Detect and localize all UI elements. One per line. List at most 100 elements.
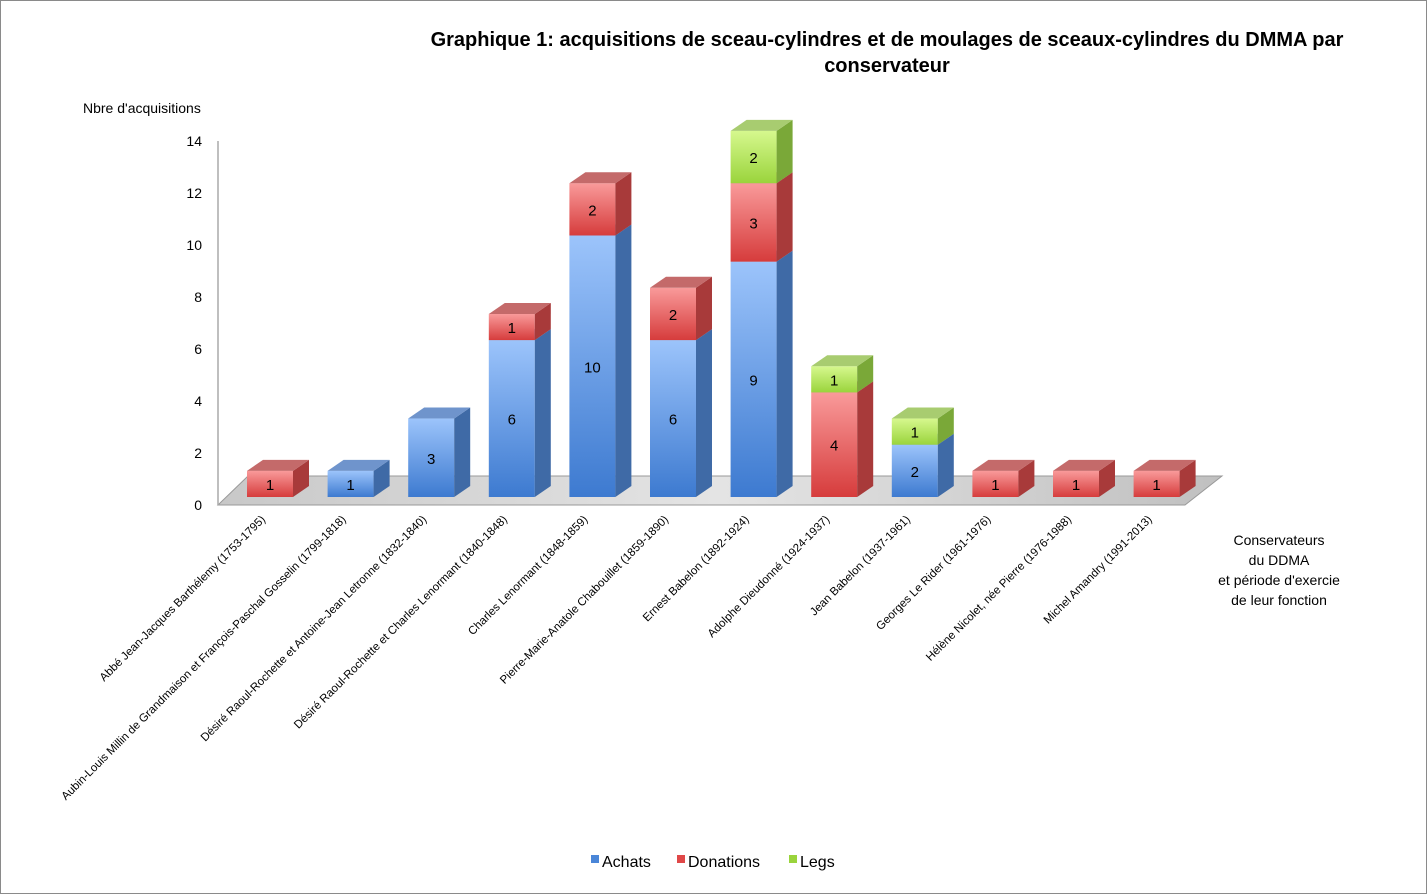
data-label: 1 <box>991 477 999 494</box>
bar-front <box>1133 470 1180 497</box>
bar-segment-legs: 1 <box>811 355 874 393</box>
legend-item-donations: Donations <box>677 854 760 871</box>
data-label: 9 <box>749 372 757 389</box>
bar-stack: 41 <box>811 355 874 497</box>
legend-item-achats: Achats <box>591 854 651 871</box>
bar-segment-donations: 1 <box>1053 459 1115 497</box>
bar-top <box>1133 459 1196 471</box>
bar-front <box>247 470 293 497</box>
data-label: 1 <box>830 372 838 389</box>
bar-side <box>696 329 712 497</box>
bar-front <box>327 470 374 497</box>
bar-top <box>408 407 471 419</box>
x-tick-label: Abbé Jean-Jacques Barthélemy (1753-1795) <box>98 514 268 684</box>
bar-stack: 1 <box>1053 459 1115 497</box>
legend: Achats Donations Legs <box>591 854 835 871</box>
data-label: 6 <box>669 412 677 429</box>
legend-label: Donations <box>688 854 760 871</box>
y-tick-label: 4 <box>194 393 202 409</box>
data-label: 1 <box>508 320 516 337</box>
bar-segment-legs: 2 <box>730 119 793 184</box>
y-tick-label: 0 <box>194 497 202 513</box>
bar-front <box>891 444 938 497</box>
bar-stack: 1 <box>327 459 390 497</box>
bar-stack: 1 <box>1133 459 1196 497</box>
bar-side <box>454 407 471 497</box>
data-label: 1 <box>1152 477 1160 494</box>
data-label: 1 <box>266 477 274 494</box>
bar-side <box>696 276 712 341</box>
bar-stack: 21 <box>891 407 954 497</box>
bar-front <box>488 340 535 497</box>
bar-front <box>650 340 696 497</box>
legend-swatch <box>677 855 685 863</box>
x-tick-label: Hélène Nicolet, née Pierre (1976-1988) <box>924 514 1074 664</box>
x-axis-title-line: et période d'exercie <box>1218 572 1340 588</box>
bar-segment-achats: 1 <box>327 459 390 497</box>
data-label: 6 <box>508 412 516 429</box>
bar-stack: 1 <box>247 459 309 497</box>
bar-front <box>730 130 777 184</box>
bar-front <box>408 418 455 497</box>
x-axis-title-line: du DDMA <box>1249 552 1310 568</box>
bar-side <box>937 433 954 497</box>
bar-side <box>776 250 793 497</box>
bar-front <box>811 392 858 497</box>
bar-side <box>534 329 551 497</box>
bar-segment-donations: 4 <box>811 381 874 497</box>
bar-top <box>1053 459 1115 471</box>
bar-front <box>569 183 616 236</box>
data-label: 1 <box>346 477 354 494</box>
bar-segment-donations: 2 <box>569 172 632 236</box>
bar-front <box>730 261 777 497</box>
bar-side <box>1179 459 1196 497</box>
y-tick-label: 6 <box>194 341 202 357</box>
bar-side <box>373 459 390 497</box>
bar-top <box>327 459 390 471</box>
bar-side <box>857 381 874 497</box>
data-label: 1 <box>1072 477 1080 494</box>
data-label: 4 <box>830 438 838 455</box>
bar-segment-achats: 10 <box>569 224 632 497</box>
legend-swatch <box>591 855 599 863</box>
legend-swatch <box>789 855 797 863</box>
bar-side <box>615 224 632 497</box>
x-axis-title-line: Conservateurs <box>1233 532 1324 548</box>
bar-stack: 1 <box>972 459 1035 497</box>
bar-segment-donations: 1 <box>488 302 551 341</box>
bar-top <box>247 459 309 471</box>
bar-front <box>1053 470 1099 497</box>
x-tick-label: Pierre-Marie-Anatole Chabouillet (1859-1… <box>498 514 671 687</box>
legend-item-legs: Legs <box>789 854 835 871</box>
y-tick-label: 14 <box>186 133 202 149</box>
bar-side <box>857 355 874 393</box>
bar-top <box>488 302 551 314</box>
data-label: 2 <box>749 150 757 167</box>
chart-title-line2: conservateur <box>824 55 950 77</box>
data-label: 1 <box>911 425 919 442</box>
bar-side <box>293 459 309 497</box>
bar-front <box>811 366 858 393</box>
y-tick-label: 2 <box>194 445 202 461</box>
y-tick-label: 8 <box>194 289 202 305</box>
bar-side <box>534 302 551 341</box>
legend-label: Legs <box>800 854 835 871</box>
data-label: 3 <box>749 215 757 232</box>
bar-front <box>891 418 938 445</box>
bar-top <box>972 459 1035 471</box>
bar-segment-donations: 1 <box>1133 459 1196 497</box>
bar-segment-donations: 1 <box>247 459 309 497</box>
bar-segment-achats: 3 <box>408 407 471 497</box>
x-tick-label: Aubin-Louis Millin de Grandmaison et Fra… <box>60 514 349 803</box>
bar-front <box>650 287 696 341</box>
bar-segment-donations: 2 <box>650 276 712 341</box>
bar-front <box>569 235 616 497</box>
bar-segment-achats: 6 <box>488 329 551 497</box>
data-label: 3 <box>427 451 435 468</box>
bar-side <box>1018 459 1035 497</box>
bar-segment-legs: 1 <box>891 407 954 445</box>
bar-top <box>811 355 874 367</box>
bar-side <box>615 172 632 236</box>
bar-stack: 61 <box>488 302 551 497</box>
